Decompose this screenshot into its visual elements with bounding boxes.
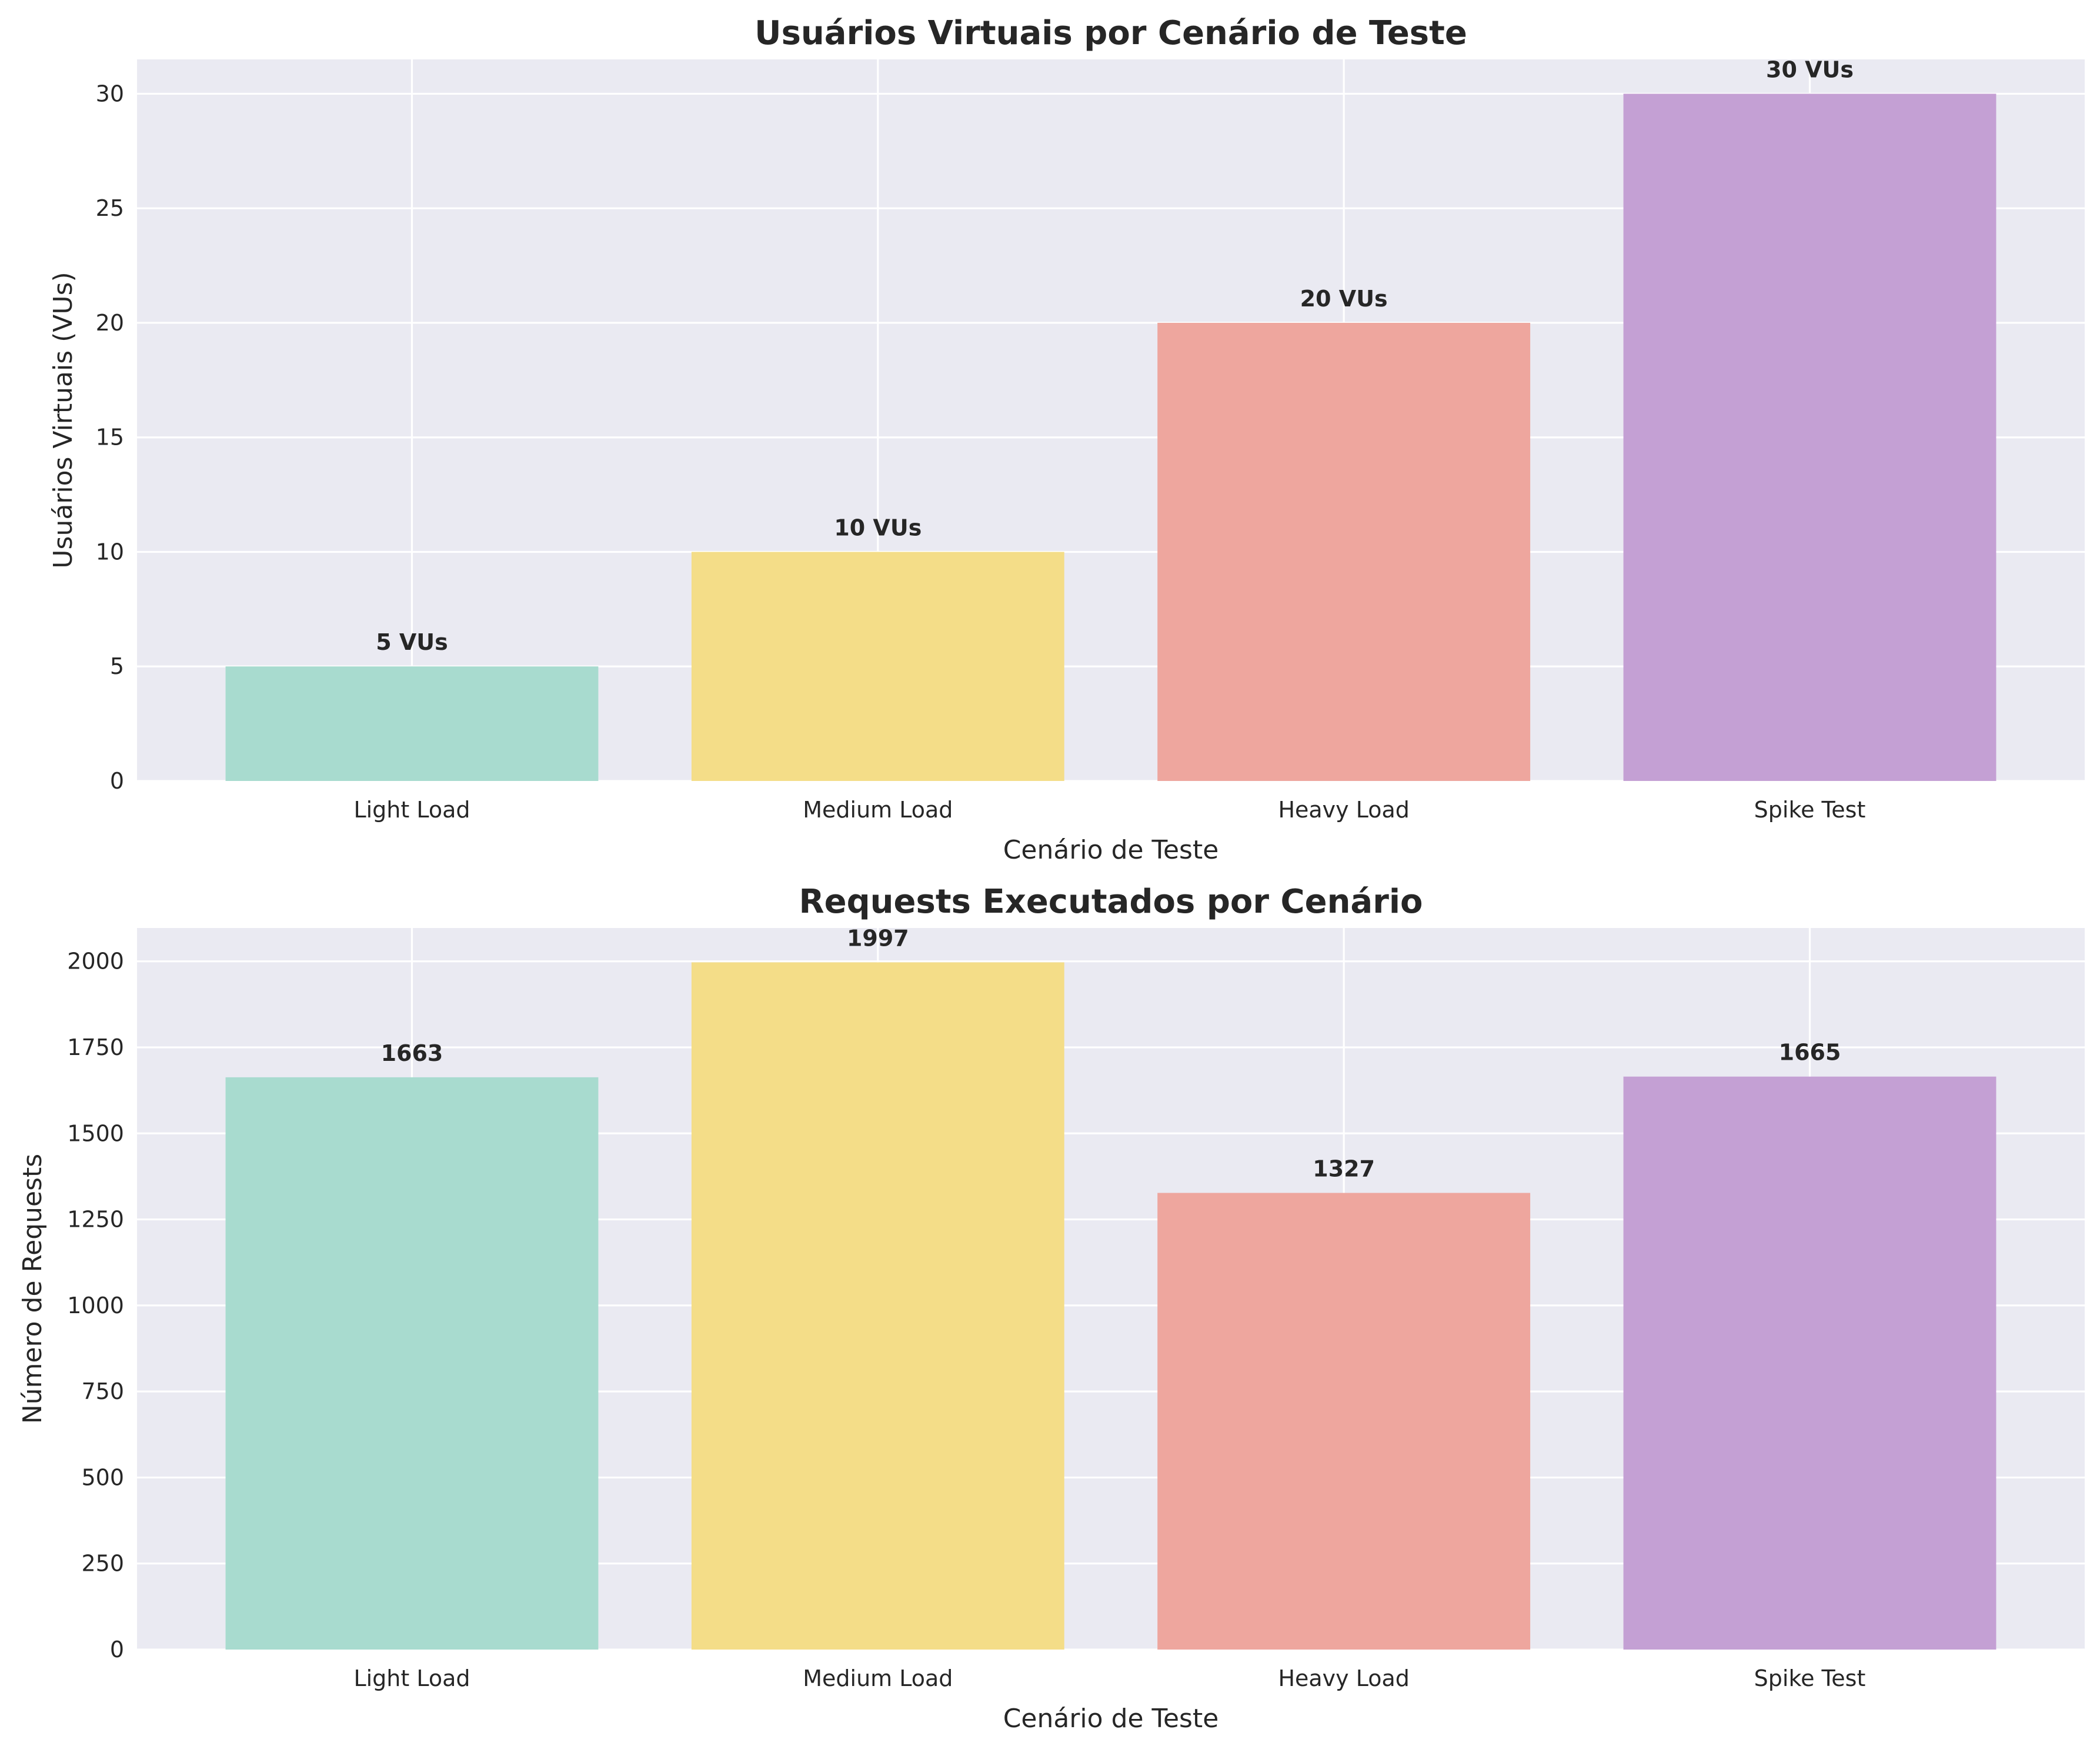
y-tick-label: 1750 [67, 1034, 124, 1060]
y-tick-label: 15 [96, 425, 124, 450]
x-tick-label: Heavy Load [1278, 1665, 1409, 1691]
data-label: 5 VUs [376, 629, 448, 655]
bar-spike-test [1623, 94, 1996, 781]
y-axis-label: Usuários Virtuais (VUs) [48, 272, 78, 568]
chart-title: Usuários Virtuais por Cenário de Teste [754, 14, 1467, 52]
y-tick-label: 250 [81, 1551, 124, 1577]
y-tick-label: 500 [81, 1464, 124, 1490]
y-tick-label: 10 [96, 539, 124, 565]
y-tick-label: 1500 [67, 1120, 124, 1146]
data-label: 10 VUs [834, 515, 922, 540]
y-tick-label: 0 [110, 1637, 124, 1662]
x-tick-label: Spike Test [1754, 1665, 1866, 1691]
bar-heavy-load [1157, 322, 1531, 781]
y-tick-label: 30 [96, 81, 124, 106]
chart-title: Requests Executados por Cenário [799, 883, 1423, 921]
y-tick-label: 1250 [67, 1207, 124, 1233]
x-tick-label: Medium Load [803, 1665, 953, 1691]
bar-medium-load [691, 962, 1064, 1650]
data-label: 1663 [381, 1040, 443, 1066]
y-tick-label: 5 [110, 653, 124, 679]
y-tick-label: 20 [96, 310, 124, 336]
y-tick-label: 2000 [67, 949, 124, 974]
x-tick-label: Heavy Load [1278, 797, 1409, 823]
bar-spike-test [1623, 1076, 1996, 1650]
x-tick-label: Light Load [353, 1665, 470, 1691]
chart-2: 0 250 500 750 1000 1250 1500 1750 2000 Light Load… [18, 883, 2085, 1734]
data-label: 1665 [1779, 1040, 1841, 1066]
x-tick-label: Medium Load [803, 797, 953, 823]
x-tick-label: Light Load [353, 797, 470, 823]
data-label: 1997 [847, 925, 909, 951]
bar-light-load [225, 1077, 599, 1650]
bar-heavy-load [1157, 1193, 1531, 1650]
y-tick-label: 25 [96, 195, 124, 221]
x-tick-label: Spike Test [1754, 797, 1866, 823]
data-label: 20 VUs [1300, 286, 1388, 312]
y-tick-label: 750 [81, 1378, 124, 1404]
x-axis-label: Cenário de Teste [1003, 835, 1219, 865]
bar-medium-load [691, 552, 1064, 781]
y-tick-label: 0 [110, 768, 124, 794]
data-label: 1327 [1313, 1156, 1375, 1181]
bar-light-load [225, 666, 599, 781]
chart-1: 0 5 10 15 20 25 30 Light Load Medium Load Heavy L… [48, 14, 2085, 865]
y-axis-label: Número de Requests [18, 1154, 48, 1424]
y-tick-label: 1000 [67, 1293, 124, 1318]
x-axis-label: Cenário de Teste [1003, 1704, 1219, 1734]
data-label: 30 VUs [1766, 56, 1854, 82]
